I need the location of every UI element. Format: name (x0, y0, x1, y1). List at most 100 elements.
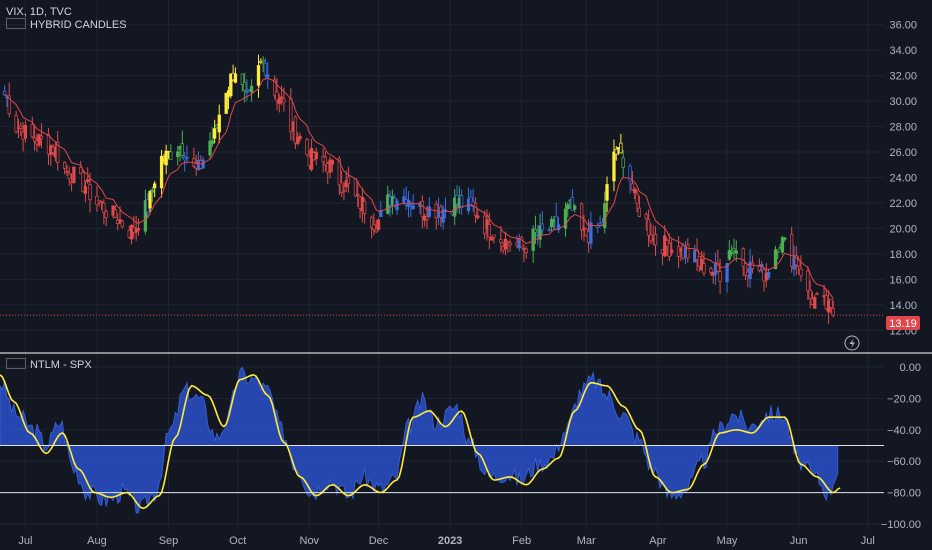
indicator-2-title: NTLM - SPX (30, 359, 92, 371)
candle-body (213, 128, 217, 139)
candle-body (605, 184, 609, 201)
candle-body (815, 293, 819, 295)
symbol-legend[interactable]: VIX, 1D, TVC (6, 5, 72, 19)
time-tick-label: Dec (369, 535, 389, 547)
candle-body (612, 151, 616, 182)
candle-body (46, 133, 51, 155)
candle-body (556, 224, 561, 231)
candle-body (808, 289, 812, 299)
candle-body (524, 248, 528, 254)
candle-body (266, 74, 270, 78)
candle-body (150, 189, 154, 193)
lower-indicator-axis[interactable]: 0.00 −20.00 −40.00 −60.00 −80.00 −100.00 (881, 362, 921, 531)
time-axis[interactable]: Jul Aug Sep Oct Nov Dec 2023 Feb Mar Apr May Jun Jul (18, 535, 875, 547)
candle-body (776, 250, 780, 253)
candle-body (725, 262, 729, 283)
time-tick-label: Feb (512, 535, 531, 547)
candle-body (637, 207, 641, 217)
candle-body (646, 219, 651, 236)
candle-body (143, 200, 148, 232)
candle-body (508, 242, 512, 246)
candle-body (342, 190, 346, 193)
candle-body (148, 191, 152, 209)
candle-body (296, 136, 300, 144)
candle-body (425, 216, 429, 220)
candle-body (734, 250, 738, 254)
candle-body (379, 209, 383, 218)
candle-body (540, 223, 545, 231)
candle-body (305, 139, 309, 155)
indicator-1-icon (6, 18, 26, 29)
candle-body (39, 135, 44, 139)
indicator-tick-label: 0.00 (900, 362, 921, 374)
candle-body (113, 209, 118, 218)
candle-body (806, 270, 810, 292)
candle-body (538, 225, 542, 240)
candle-body (573, 205, 577, 210)
candle-body (766, 271, 771, 278)
candle-body (176, 151, 180, 157)
time-tick-label: Sep (159, 535, 179, 547)
price-tag-text: 13.19 (889, 318, 917, 330)
price-tick-label: 28.00 (889, 122, 917, 134)
candle-body (649, 234, 653, 242)
candle-body (293, 116, 298, 144)
lightning-icon[interactable] (844, 335, 860, 351)
candle-body (374, 228, 378, 233)
price-tick-label: 32.00 (889, 71, 917, 83)
price-tag: 13.19 (886, 316, 920, 330)
candle-body (210, 140, 214, 145)
candle-body (275, 91, 279, 101)
candle-body (695, 249, 699, 260)
candle-body (716, 262, 720, 272)
candle-body (339, 182, 344, 193)
upper-price-axis[interactable]: 12.0014.0016.0018.0020.0022.0024.0026.00… (889, 20, 917, 338)
indicator-legend-1[interactable]: HYBRID CANDLES (6, 18, 127, 32)
candle-body (79, 166, 83, 174)
indicator-legend-2[interactable]: NTLM - SPX (6, 358, 92, 372)
candle-body (829, 298, 833, 308)
candle-body (589, 222, 593, 244)
candle-body (30, 124, 34, 138)
candle-body (328, 159, 332, 173)
time-tick-label: Apr (649, 535, 666, 547)
candle-body (99, 201, 104, 203)
price-tick-label: 36.00 (889, 20, 917, 32)
price-tick-label: 20.00 (889, 223, 917, 235)
candle-body (72, 166, 76, 184)
price-tick-label: 16.00 (889, 274, 917, 286)
indicator-2-icon (6, 358, 26, 369)
candle-body (790, 233, 794, 267)
candle-body (489, 237, 494, 241)
candle-body (727, 250, 732, 260)
candle-body (136, 228, 141, 231)
candle-body (323, 156, 328, 166)
candle-body (732, 248, 736, 251)
lower-pane-plot (0, 366, 884, 514)
candle-body (330, 160, 335, 165)
candle-body (702, 263, 706, 274)
candle-body (180, 143, 184, 156)
candle-body (566, 204, 570, 210)
candle-body (263, 63, 268, 76)
candle-body (831, 308, 835, 316)
candle-body (208, 140, 212, 156)
candle-body (686, 244, 690, 259)
candle-body (813, 297, 817, 309)
candle-body (780, 237, 785, 253)
candle-body (506, 241, 510, 244)
candle-body (88, 184, 92, 201)
candle-body (459, 195, 464, 208)
price-tick-label: 34.00 (889, 45, 917, 57)
candle-body (353, 178, 358, 197)
candle-body (277, 98, 281, 104)
candle-body (256, 65, 261, 86)
candle-body (65, 171, 69, 173)
candle-body (630, 183, 635, 191)
candle-body (427, 206, 431, 217)
price-tag-bg (886, 316, 920, 330)
candle-body (487, 224, 491, 238)
candle-body (492, 234, 496, 238)
candle-body (229, 73, 233, 97)
